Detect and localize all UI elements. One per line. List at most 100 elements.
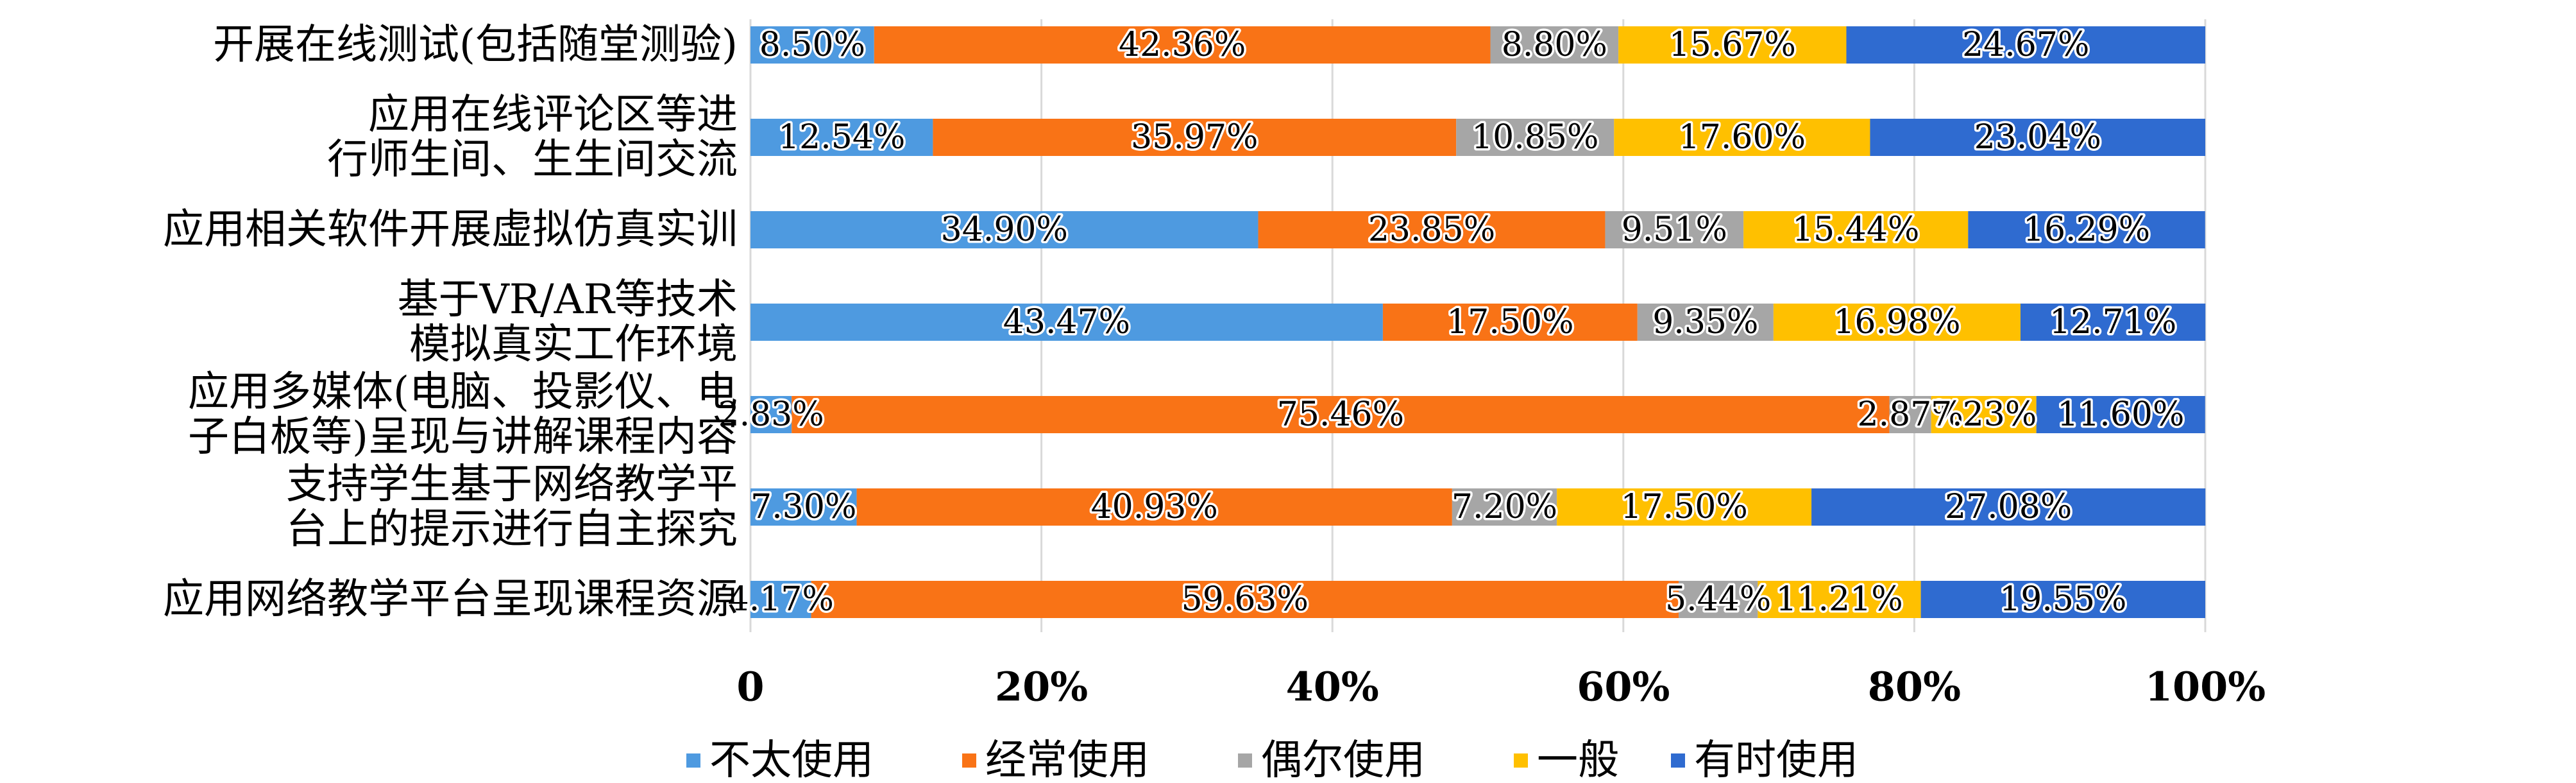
legend-swatch	[1514, 753, 1528, 768]
bar-segment	[1258, 211, 1606, 248]
x-tick-label: 100%	[2145, 664, 2266, 710]
category-label: 应用多媒体(电脑、投影仪、电	[188, 368, 738, 416]
data-label: 9.51%	[1622, 211, 1727, 249]
data-label: 7.20%	[1452, 488, 1557, 526]
bar-segment	[1931, 396, 2037, 433]
data-label: 40.93%	[1091, 488, 1218, 526]
category-label: 支持学生基于网络教学平	[286, 461, 738, 508]
data-label: 16.98%	[1833, 303, 1960, 341]
data-label: 8.80%	[1502, 26, 1607, 64]
data-label: 34.90%	[941, 211, 1068, 249]
data-label: 35.97%	[1131, 118, 1258, 157]
data-label: 59.63%	[1182, 580, 1309, 619]
legend-swatch	[962, 753, 976, 768]
x-tick-label: 0	[736, 664, 764, 710]
category-label: 基于VR/AR等技术	[398, 276, 738, 323]
data-label: 12.71%	[2049, 303, 2176, 341]
category-label: 应用网络教学平台呈现课程资源	[163, 576, 738, 623]
legend-swatch	[1671, 753, 1685, 768]
bars	[750, 26, 2206, 618]
bar-segment	[750, 26, 874, 64]
data-label: 10.85%	[1471, 118, 1598, 157]
category-label: 子白板等)呈现与讲解课程内容	[188, 413, 738, 461]
bar-segment	[750, 396, 792, 433]
value-axis-tick-labels: 0 20% 40% 60% 80% 100%	[736, 664, 2266, 710]
data-label: 15.44%	[1792, 211, 1919, 249]
legend-item-label: 一般	[1537, 737, 1619, 783]
bar-segment	[1889, 396, 1931, 433]
data-label: 4.17%	[728, 580, 834, 619]
legend: 不太使用 经常使用 偶尔使用 一般 有时使用	[686, 737, 1858, 783]
bar-segment	[750, 488, 857, 526]
bar-segment	[2020, 304, 2206, 341]
bar-segment	[1870, 119, 2205, 156]
data-labels: 8.50% 42.36% 8.80% 15.67% 24.67% 12.54% 35.97%…	[716, 24, 2187, 621]
data-label: 9.35%	[1652, 303, 1758, 341]
bar-segment	[811, 581, 1679, 618]
data-label: 8.50%	[759, 26, 865, 64]
data-label: 7.23%	[1931, 395, 2037, 434]
bar-segment	[1758, 581, 1921, 618]
category-label: 应用在线评论区等进	[368, 91, 738, 139]
x-tick-label: 20%	[995, 664, 1088, 710]
data-label: 75.46%	[1277, 395, 1404, 434]
category-label: 行师生间、生生间交流	[327, 136, 738, 184]
bar-segment	[1678, 581, 1758, 618]
data-label: 2.83%	[718, 395, 824, 434]
bar-segment	[750, 211, 1258, 248]
data-label: 16.29%	[2023, 211, 2150, 249]
category-label: 台上的提示进行自主探究	[286, 506, 738, 553]
data-label: 12.54%	[778, 118, 905, 157]
bar-segment	[750, 119, 933, 156]
x-tick-label: 40%	[1286, 664, 1379, 710]
bar-segment	[1637, 304, 1774, 341]
bar-segment	[933, 119, 1457, 156]
bar-segment	[1811, 488, 2206, 526]
data-label: 27.08%	[1945, 488, 2072, 526]
data-label: 17.60%	[1679, 118, 1806, 157]
bar-segment	[1382, 304, 1638, 341]
x-tick-label: 60%	[1577, 664, 1670, 710]
category-label: 应用相关软件开展虚拟仿真实训	[163, 206, 738, 254]
legend-item-label: 经常使用	[985, 737, 1149, 783]
bar-segment	[750, 304, 1383, 341]
data-label: 23.04%	[1974, 118, 2101, 157]
legend-swatch	[686, 753, 700, 768]
bar-segment	[856, 488, 1452, 526]
legend-swatch	[1238, 753, 1252, 768]
bar-segment	[1557, 488, 1812, 526]
data-label: 17.50%	[1446, 303, 1573, 341]
bar-segment	[1614, 119, 1870, 156]
legend-item-label: 有时使用	[1694, 737, 1858, 783]
bar-segment	[1743, 211, 1969, 248]
bar-segment	[874, 26, 1491, 64]
bar-segment	[1490, 26, 1619, 64]
data-label: 11.60%	[2057, 395, 2184, 434]
data-label: 19.55%	[1999, 580, 2126, 619]
bar-segment	[1846, 26, 2205, 64]
data-label: 24.67%	[1962, 26, 2089, 64]
bar-segment	[792, 396, 1890, 433]
data-label: 7.30%	[750, 488, 856, 526]
bar-segment	[750, 581, 811, 618]
category-label: 模拟真实工作环境	[409, 321, 738, 368]
data-label: 43.47%	[1003, 303, 1130, 341]
bar-segment	[1968, 211, 2205, 248]
x-tick-label: 80%	[1868, 664, 1961, 710]
legend-item-label: 不太使用	[709, 737, 874, 783]
category-label: 开展在线测试(包括随堂测验)	[213, 21, 738, 69]
category-axis-labels: 开展在线测试(包括随堂测验) 应用在线评论区等进行师生间、生生间交流应用相关软件开…	[163, 21, 738, 623]
data-label: 17.50%	[1620, 488, 1747, 526]
bar-segment	[1452, 488, 1557, 526]
data-label: 23.85%	[1368, 211, 1495, 249]
bar-segment	[1605, 211, 1744, 248]
data-label: 42.36%	[1119, 26, 1246, 64]
bar-segment	[1456, 119, 1614, 156]
data-label: 5.44%	[1665, 580, 1771, 619]
bar-segment	[2036, 396, 2205, 433]
bar-segment	[1773, 304, 2021, 341]
data-label: 11.21%	[1775, 580, 1902, 619]
data-label: 15.67%	[1669, 26, 1796, 64]
legend-item-label: 偶尔使用	[1261, 737, 1425, 783]
